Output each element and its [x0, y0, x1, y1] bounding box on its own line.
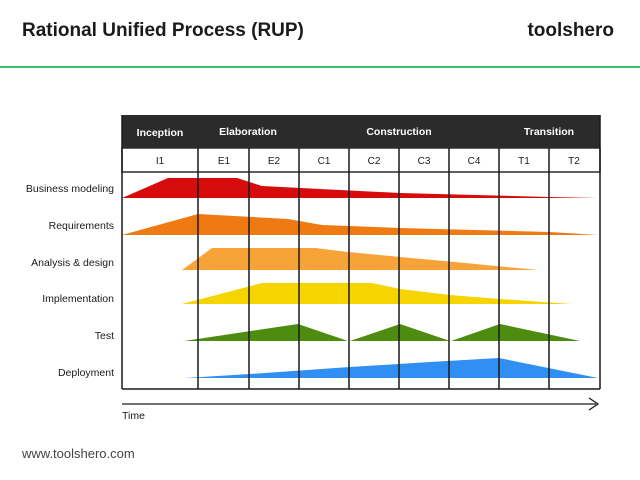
discipline-label: Implementation: [42, 293, 114, 305]
iteration-label: E2: [268, 156, 281, 167]
time-label: Time: [122, 410, 145, 422]
iteration-label: C3: [418, 156, 431, 167]
discipline-label: Analysis & design: [31, 257, 114, 269]
footer-url: www.toolshero.com: [22, 446, 135, 461]
header-divider: [0, 66, 640, 68]
phase-transition: Transition: [524, 126, 574, 138]
discipline-label: Requirements: [49, 220, 114, 232]
test-curve-2: [350, 324, 450, 341]
implementation-curve: [182, 283, 572, 304]
iteration-label: C2: [368, 156, 381, 167]
grid-lines: [121, 115, 601, 390]
analysis-design-curve: [182, 248, 538, 270]
iteration-label: T1: [518, 156, 530, 167]
discipline-label: Deployment: [58, 367, 114, 379]
phase-header-bar: [122, 115, 600, 148]
deployment-curve: [185, 358, 598, 378]
phase-inception: Inception: [137, 127, 184, 139]
iteration-label: E1: [218, 156, 231, 167]
iteration-label: C4: [468, 156, 481, 167]
brand-logo: toolshero: [527, 20, 614, 41]
requirements-curve: [122, 214, 598, 235]
iteration-label: C1: [318, 156, 331, 167]
test-curve-1: [184, 324, 348, 341]
discipline-label: Test: [95, 330, 114, 342]
time-arrow-icon: [588, 397, 600, 411]
iteration-label: T2: [568, 156, 580, 167]
phase-elaboration: Elaboration: [219, 126, 277, 138]
page-title: Rational Unified Process (RUP): [22, 20, 304, 41]
phase-construction: Construction: [366, 126, 431, 138]
discipline-label: Business modeling: [26, 183, 114, 195]
business-modeling-curve: [122, 178, 598, 198]
iteration-label: I1: [156, 156, 165, 167]
test-curve-3: [451, 324, 580, 341]
